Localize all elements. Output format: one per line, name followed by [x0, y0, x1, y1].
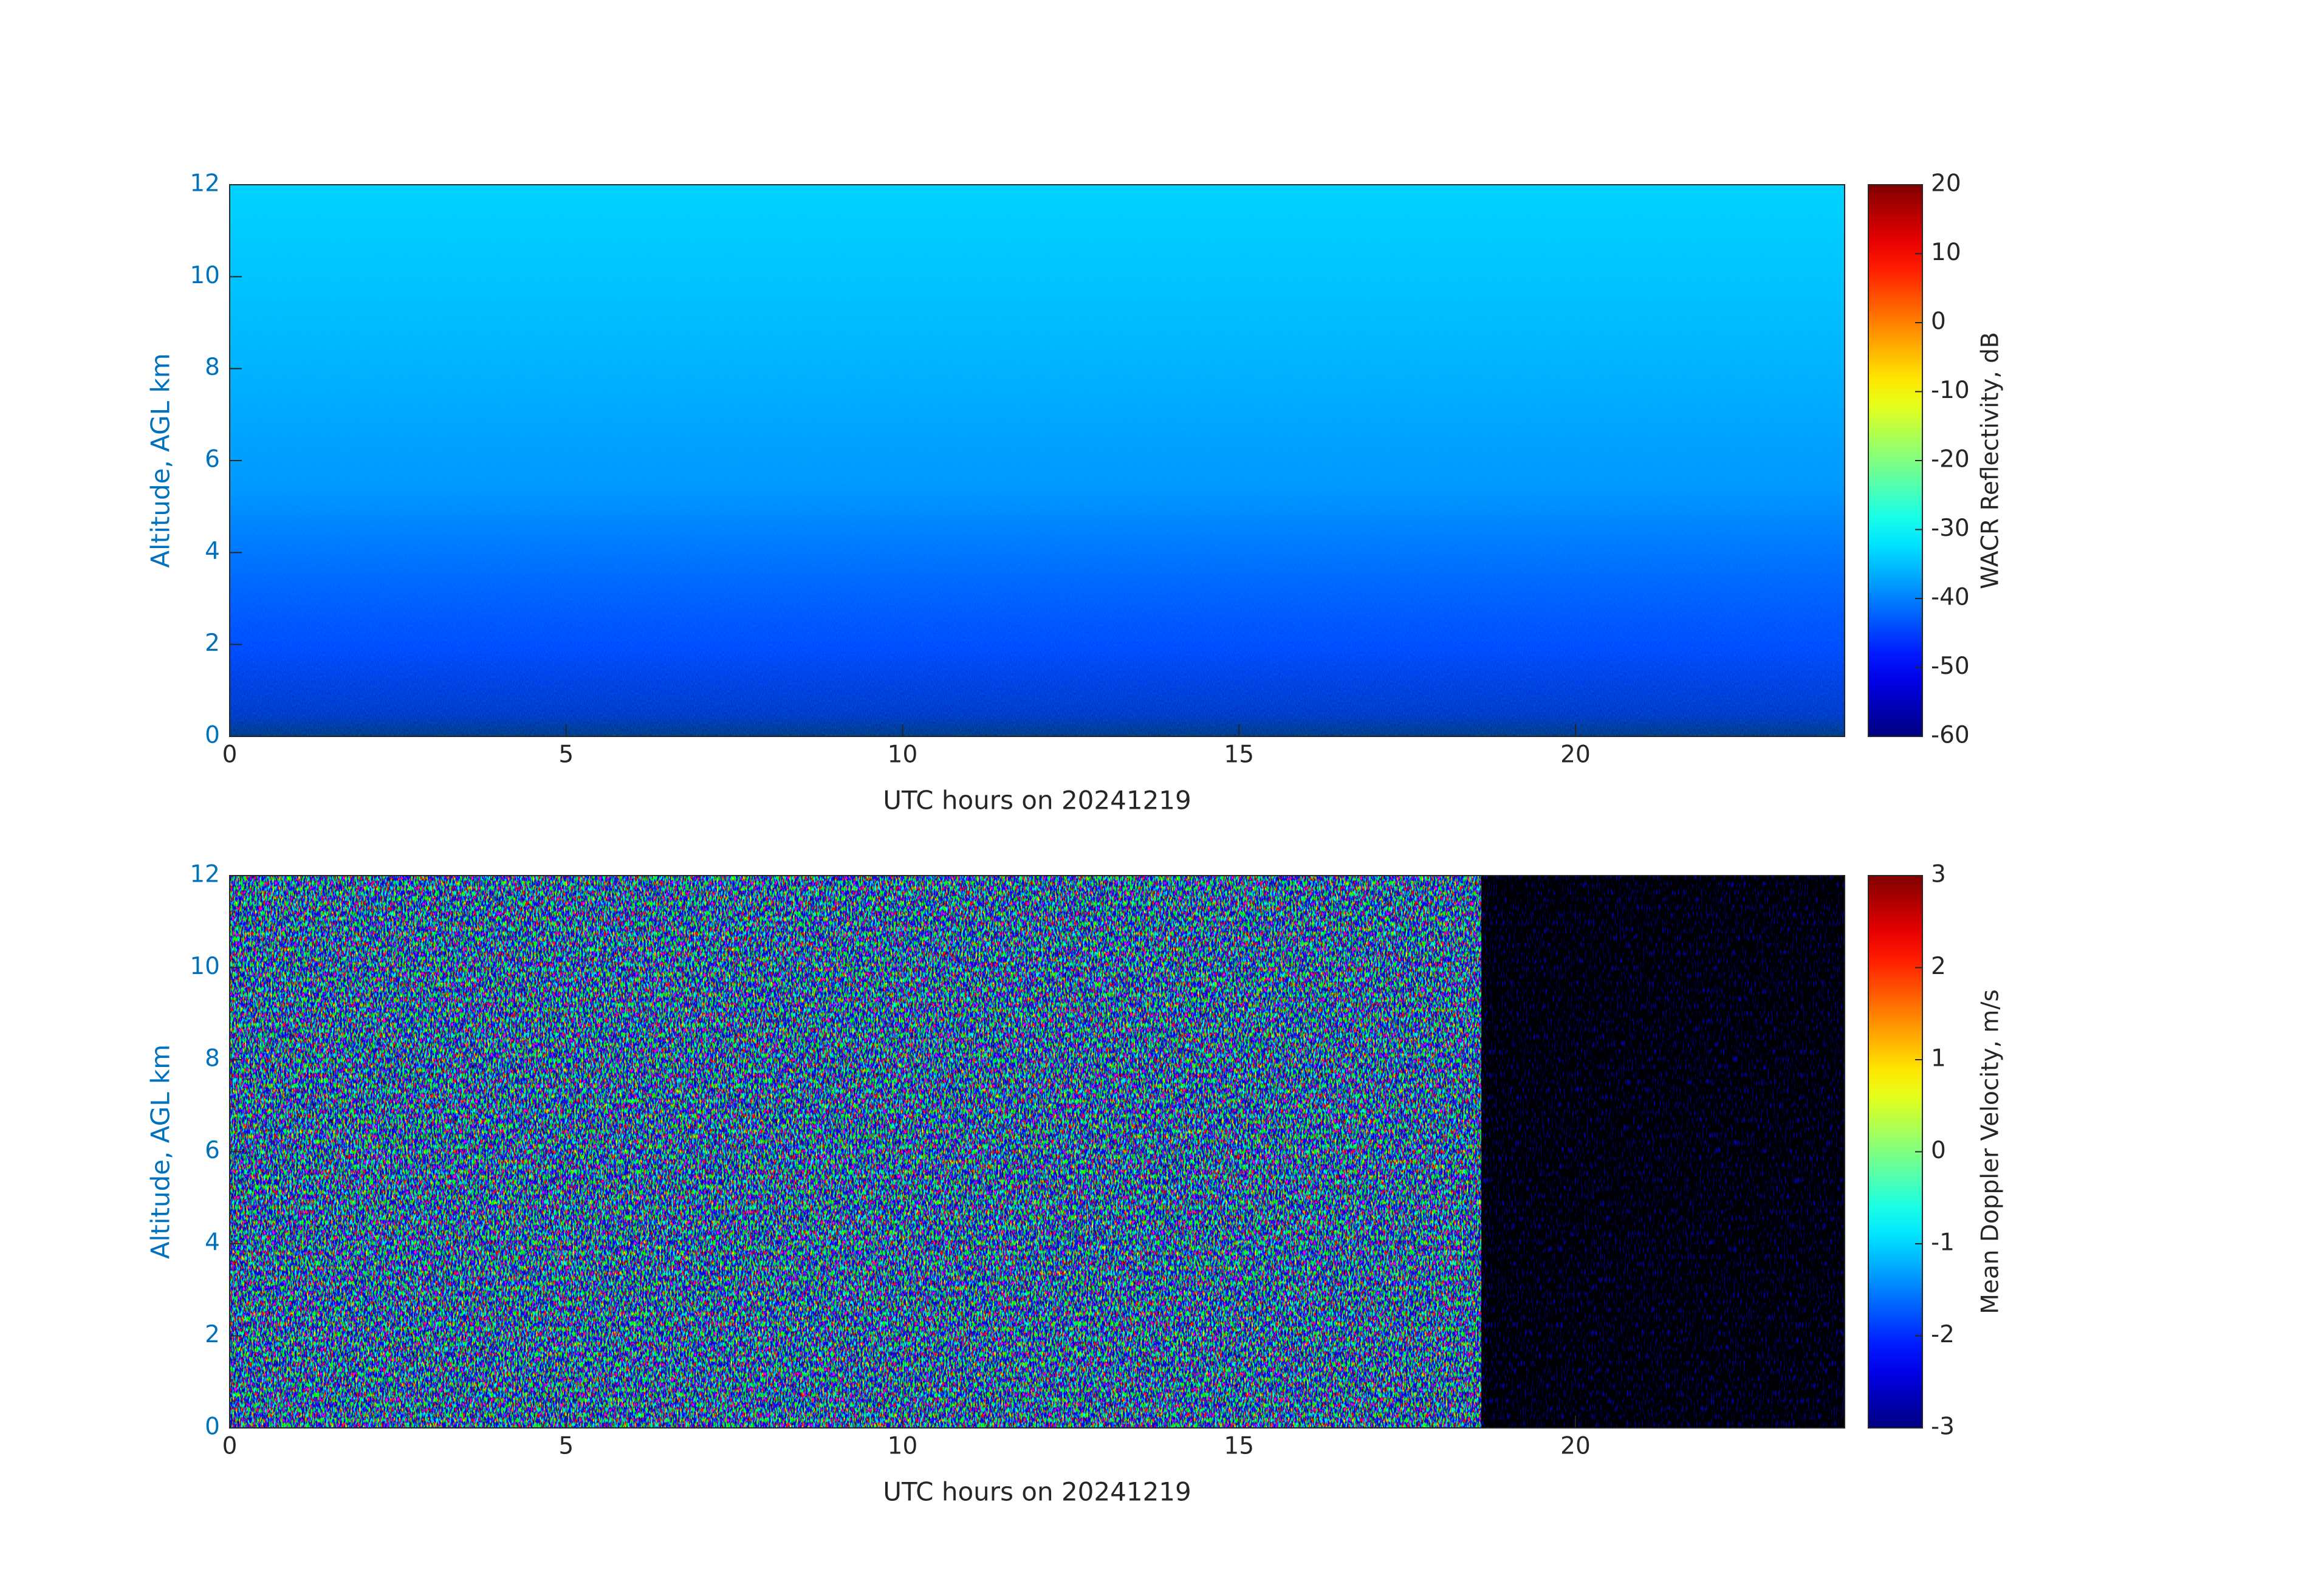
colorbar: [1868, 875, 1923, 1429]
y-tick-label: 4: [205, 1229, 220, 1257]
colorbar-tick-label: -3: [1931, 1413, 1955, 1441]
y-tick-label: 8: [205, 354, 220, 381]
heatmap-image: [230, 876, 1481, 1428]
x-tick-label: 15: [1224, 1433, 1254, 1460]
y-tick-label: 6: [205, 446, 220, 473]
colorbar-tick-label: 3: [1931, 861, 1946, 888]
colorbar-tick-label: -1: [1931, 1229, 1955, 1257]
x-tick-label: 10: [888, 1433, 918, 1460]
colorbar-tick-label: 0: [1931, 1137, 1946, 1164]
x-tick-label: 0: [222, 1433, 238, 1460]
y-tick-label: 6: [205, 1137, 220, 1164]
x-tick-label: 5: [558, 1433, 574, 1460]
colorbar-tick-label: -30: [1931, 515, 1970, 542]
y-tick-label: 0: [205, 1413, 220, 1441]
colorbar-tick-label: -10: [1931, 377, 1970, 404]
y-tick-label: 12: [190, 861, 220, 888]
colorbar-label: Mean Doppler Velocity, m/s: [1977, 989, 2004, 1314]
x-axis-label: UTC hours on 20241219: [883, 786, 1191, 815]
heatmap-image: [1481, 876, 1845, 1428]
colorbar-tick-label: -60: [1931, 722, 1970, 749]
colorbar-label: WACR Reflectivity, dB: [1977, 332, 2004, 589]
y-tick-label: 12: [190, 170, 220, 197]
y-tick-label: 2: [205, 1321, 220, 1348]
x-tick-label: 15: [1224, 741, 1254, 769]
y-axis-label: Altitude, AGL km: [146, 1044, 176, 1259]
colorbar-tick-label: -40: [1931, 584, 1970, 611]
x-tick-label: 0: [222, 741, 238, 769]
colorbar: [1868, 184, 1923, 737]
y-tick-label: 4: [205, 538, 220, 565]
y-axis-label: Altitude, AGL km: [146, 353, 176, 568]
x-axis-label: UTC hours on 20241219: [883, 1477, 1191, 1507]
x-tick-label: 10: [888, 741, 918, 769]
heatmap-image: [230, 185, 1845, 736]
x-tick-label: 5: [558, 741, 574, 769]
colorbar-tick-label: -20: [1931, 446, 1970, 473]
colorbar-tick-label: 2: [1931, 953, 1946, 980]
colorbar-tick-label: -2: [1931, 1321, 1955, 1348]
x-tick-label: 20: [1560, 1433, 1591, 1460]
colorbar-tick-label: 1: [1931, 1045, 1946, 1072]
colorbar-tick-label: 0: [1931, 308, 1946, 335]
colorbar-tick-label: -50: [1931, 653, 1970, 680]
colorbar-tick-label: 20: [1931, 170, 1961, 197]
y-tick-label: 8: [205, 1045, 220, 1072]
colorbar-tick-label: 10: [1931, 239, 1961, 266]
x-tick-label: 20: [1560, 741, 1591, 769]
y-tick-label: 0: [205, 722, 220, 749]
y-tick-label: 10: [190, 262, 220, 289]
y-tick-label: 10: [190, 953, 220, 980]
y-tick-label: 2: [205, 629, 220, 657]
